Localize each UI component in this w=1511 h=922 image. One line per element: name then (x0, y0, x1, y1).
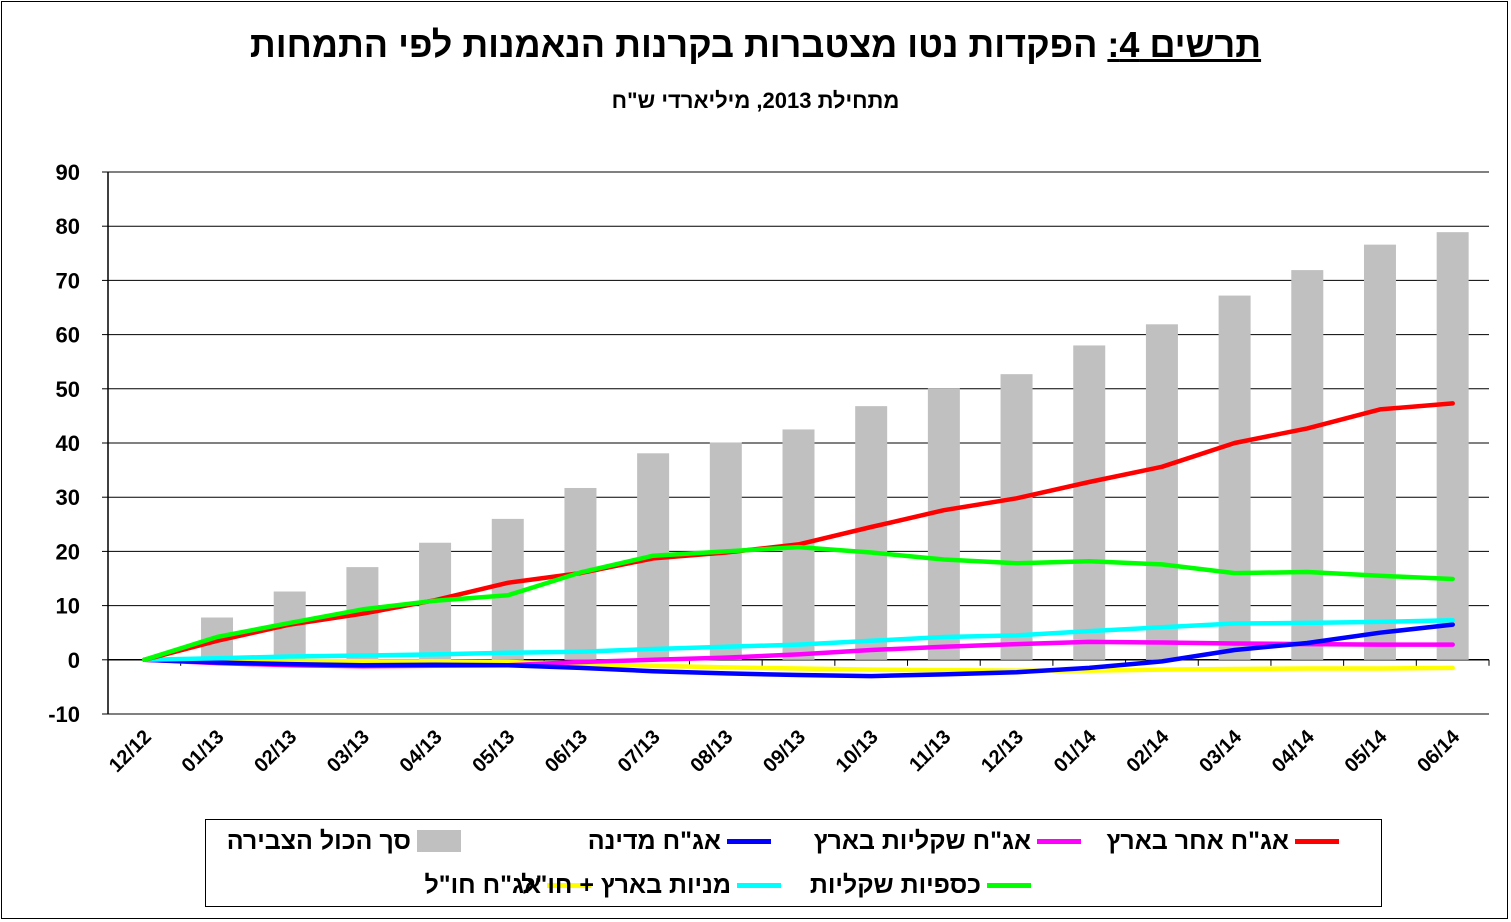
legend-label-total: סך הכול הצבירה (226, 826, 411, 855)
x-tick-label: 07/13 (614, 726, 665, 777)
x-tick-label: 05/14 (1341, 725, 1393, 777)
y-tick-label: 10 (56, 594, 80, 619)
x-tick-label: 06/14 (1413, 725, 1465, 777)
bar-total (1145, 324, 1178, 660)
bar-total (1291, 270, 1324, 660)
x-tick-label: 01/14 (1050, 725, 1102, 777)
legend-item-foreign-bonds: אג"ח חו"ל (424, 870, 591, 900)
legend-label-equities: מניות בארץ + חו"ל (521, 870, 731, 899)
legend-item-shekel-bonds: אג"ח שקליות בארץ (814, 826, 1081, 856)
chart-subtitle: מתחילת 2013, מיליארדי ש"ח (611, 88, 900, 113)
legend-swatch-equities (737, 882, 781, 888)
legend-label-shekel-bonds: אג"ח שקליות בארץ (813, 826, 1031, 855)
legend-swatch-other-bonds (1295, 838, 1339, 844)
legend-item-total: סך הכול הצבירה (227, 826, 461, 856)
y-tick-label: 20 (56, 539, 80, 564)
bar-total (1436, 232, 1469, 660)
series-line (142, 657, 1455, 673)
chart-title: תרשים 4: הפקדות נטו מצטברות בקרנות הנאמנ… (0, 24, 1511, 66)
series-line (142, 617, 1455, 663)
bar-total (1073, 345, 1106, 660)
bar-total (927, 388, 960, 660)
series-line (142, 622, 1455, 679)
x-tick-label: 03/13 (323, 726, 374, 777)
legend-item-gov-bonds: אג"ח מדינה (588, 826, 771, 856)
y-tick-label: 0 (68, 648, 80, 673)
y-tick-label: -10 (48, 702, 80, 727)
y-tick-label: 70 (56, 268, 80, 293)
legend-label-other-bonds: אג"ח אחר בארץ (1106, 826, 1289, 855)
x-tick-label: 12/13 (977, 726, 1028, 777)
y-tick-label: 90 (56, 160, 80, 185)
y-tick-label: 60 (56, 323, 80, 348)
legend-swatch-money-market (987, 882, 1031, 888)
series-line (142, 401, 1455, 663)
x-tick-label: 02/14 (1123, 725, 1175, 777)
legend-item-money-market: כספיות שקליות (810, 870, 1031, 900)
legend-label-money-market: כספיות שקליות (809, 870, 981, 899)
x-tick-label: 05/13 (468, 726, 519, 777)
x-tick-label: 09/13 (759, 726, 810, 777)
x-tick-label: 10/13 (832, 726, 883, 777)
x-tick-label: 04/14 (1268, 725, 1320, 777)
legend-swatch-foreign-bonds (547, 882, 591, 888)
legend: סך הכול הצבירה אג"ח מדינה אג"ח שקליות בא… (205, 819, 1382, 907)
x-tick-label: 08/13 (686, 726, 737, 777)
bar-total (855, 406, 888, 660)
legend-item-equities: מניות בארץ + חו"ל (521, 870, 781, 900)
y-tick-label: 40 (56, 431, 80, 456)
bar-total (1218, 295, 1251, 660)
y-tick-label: 80 (56, 214, 80, 239)
y-tick-label: 50 (56, 377, 80, 402)
series-line (142, 544, 1455, 663)
x-tick-label: 06/13 (541, 726, 592, 777)
x-tick-label: 01/13 (178, 726, 229, 777)
bar-total (1363, 244, 1396, 660)
x-tick-label: 11/13 (905, 726, 955, 776)
legend-swatch-gov-bonds (727, 838, 771, 844)
bar-total (1000, 374, 1033, 660)
x-tick-label: 12/12 (105, 726, 156, 777)
legend-label-foreign-bonds: אג"ח חו"ל (424, 870, 541, 899)
y-tick-label: 30 (56, 485, 80, 510)
x-tick-label: 04/13 (396, 726, 447, 777)
legend-label-gov-bonds: אג"ח מדינה (587, 826, 721, 855)
legend-swatch-shekel-bonds (1037, 838, 1081, 844)
chart-title-text: הפקדות נטו מצטברות בקרנות הנאמנות לפי הת… (249, 24, 1108, 65)
chart-title-prefix: תרשים 4: (1107, 24, 1262, 65)
x-tick-label: 02/13 (250, 726, 301, 777)
legend-item-other-bonds: אג"ח אחר בארץ (1107, 826, 1339, 856)
legend-swatch-total (417, 830, 461, 852)
x-tick-label: 03/14 (1195, 725, 1247, 777)
bar-total (491, 518, 524, 660)
